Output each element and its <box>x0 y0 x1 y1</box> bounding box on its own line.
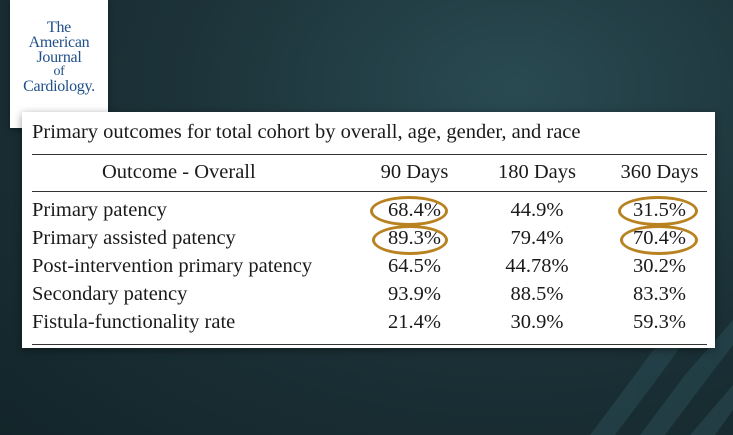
table-top-rule <box>32 154 707 155</box>
cell-90: 64.5% <box>388 255 441 277</box>
highlight-ring-primary-360 <box>618 196 698 226</box>
outcomes-table-panel: Primary outcomes for total cohort by ove… <box>22 112 715 348</box>
cell-180: 88.5% <box>510 283 564 305</box>
highlight-ring-assisted-360 <box>620 225 698 255</box>
table-title: Primary outcomes for total cohort by ove… <box>32 121 581 143</box>
logo-line-american: American <box>28 34 90 51</box>
row-label: Secondary patency <box>32 283 188 305</box>
cell-180: 79.4% <box>510 227 564 249</box>
cell-360: 83.3% <box>633 283 686 305</box>
cell-360: 30.2% <box>633 255 686 277</box>
logo-line-of: of <box>53 64 65 79</box>
cell-90: 93.9% <box>388 283 441 305</box>
cell-180: 44.78% <box>505 255 569 277</box>
cell-180: 44.9% <box>510 199 564 221</box>
highlight-ring-primary-90 <box>370 196 448 226</box>
logo-line-the: The <box>47 19 71 36</box>
table-header-rule <box>32 191 707 192</box>
cell-360: 59.3% <box>633 311 686 333</box>
cell-180: 30.9% <box>510 311 564 333</box>
header-180-days: 180 Days <box>497 161 576 183</box>
highlight-ring-assisted-90 <box>372 225 448 255</box>
row-label: Post-intervention primary patency <box>32 255 313 277</box>
row-label: Primary patency <box>32 199 167 221</box>
row-label: Fistula-functionality rate <box>32 311 236 333</box>
cell-90: 21.4% <box>388 311 441 333</box>
logo-line-cardiology: Cardiology. <box>23 78 95 95</box>
header-360-days: 360 Days <box>620 161 699 183</box>
header-outcome: Outcome - Overall <box>102 161 256 183</box>
row-label: Primary assisted patency <box>32 227 236 249</box>
header-90-days: 90 Days <box>380 161 449 183</box>
table-bottom-rule <box>32 344 707 345</box>
journal-logo: The American Journal of Cardiology. <box>10 0 108 128</box>
logo-line-journal: Journal <box>36 49 82 66</box>
